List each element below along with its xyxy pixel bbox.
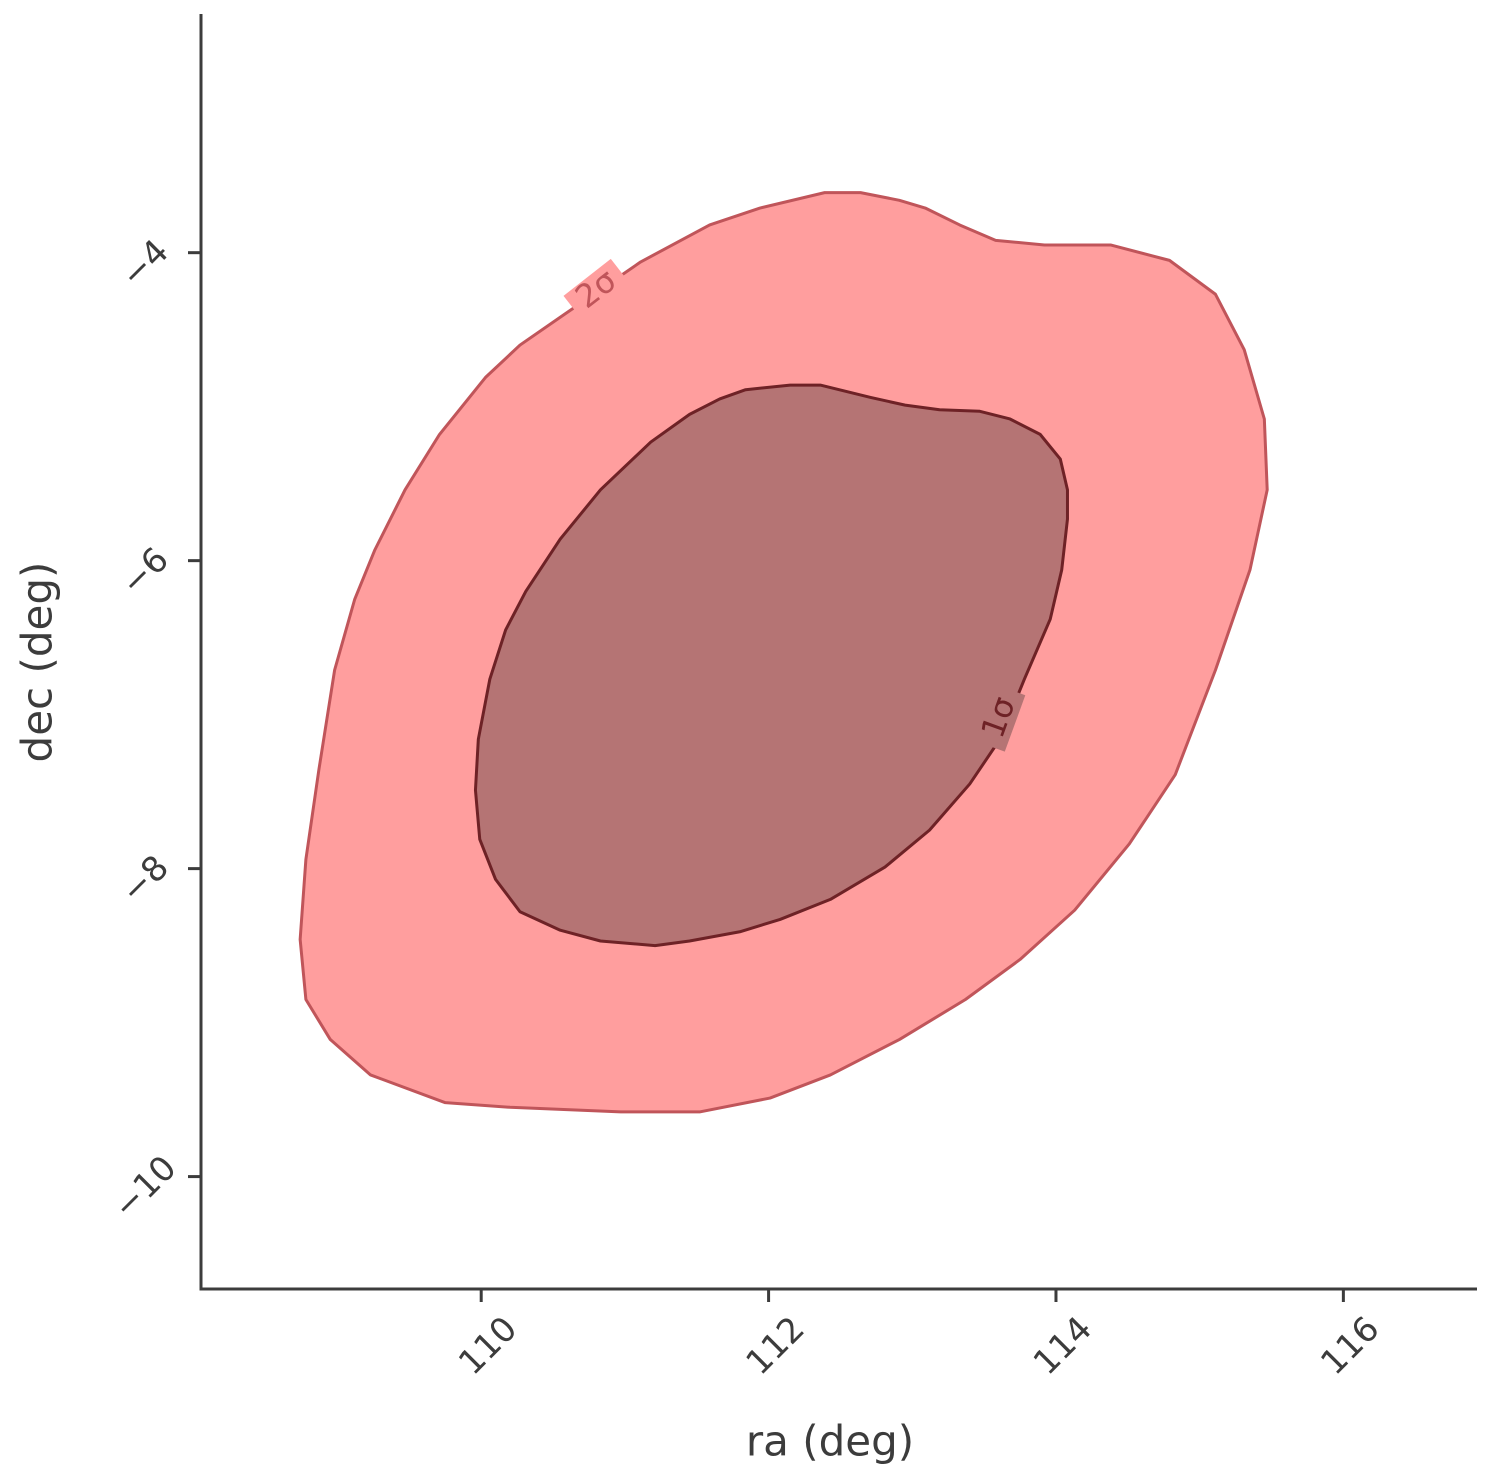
y-tick-label: −10	[105, 1148, 184, 1227]
x-axis-label: ra (deg)	[746, 1417, 914, 1466]
x-tick-label: 112	[738, 1309, 812, 1383]
x-tick-label: 110	[451, 1309, 525, 1383]
contour-label-gap	[974, 684, 1026, 752]
contour-region	[473, 383, 1069, 948]
y-tick-label: −8	[113, 848, 177, 912]
y-axis-label: dec (deg)	[13, 562, 62, 763]
x-tick-label: 116	[1313, 1309, 1387, 1383]
contour-label-gap	[563, 258, 631, 322]
x-tick-label: 114	[1026, 1309, 1100, 1383]
y-tick-label: −6	[113, 540, 177, 604]
y-tick-label: −4	[113, 232, 177, 296]
